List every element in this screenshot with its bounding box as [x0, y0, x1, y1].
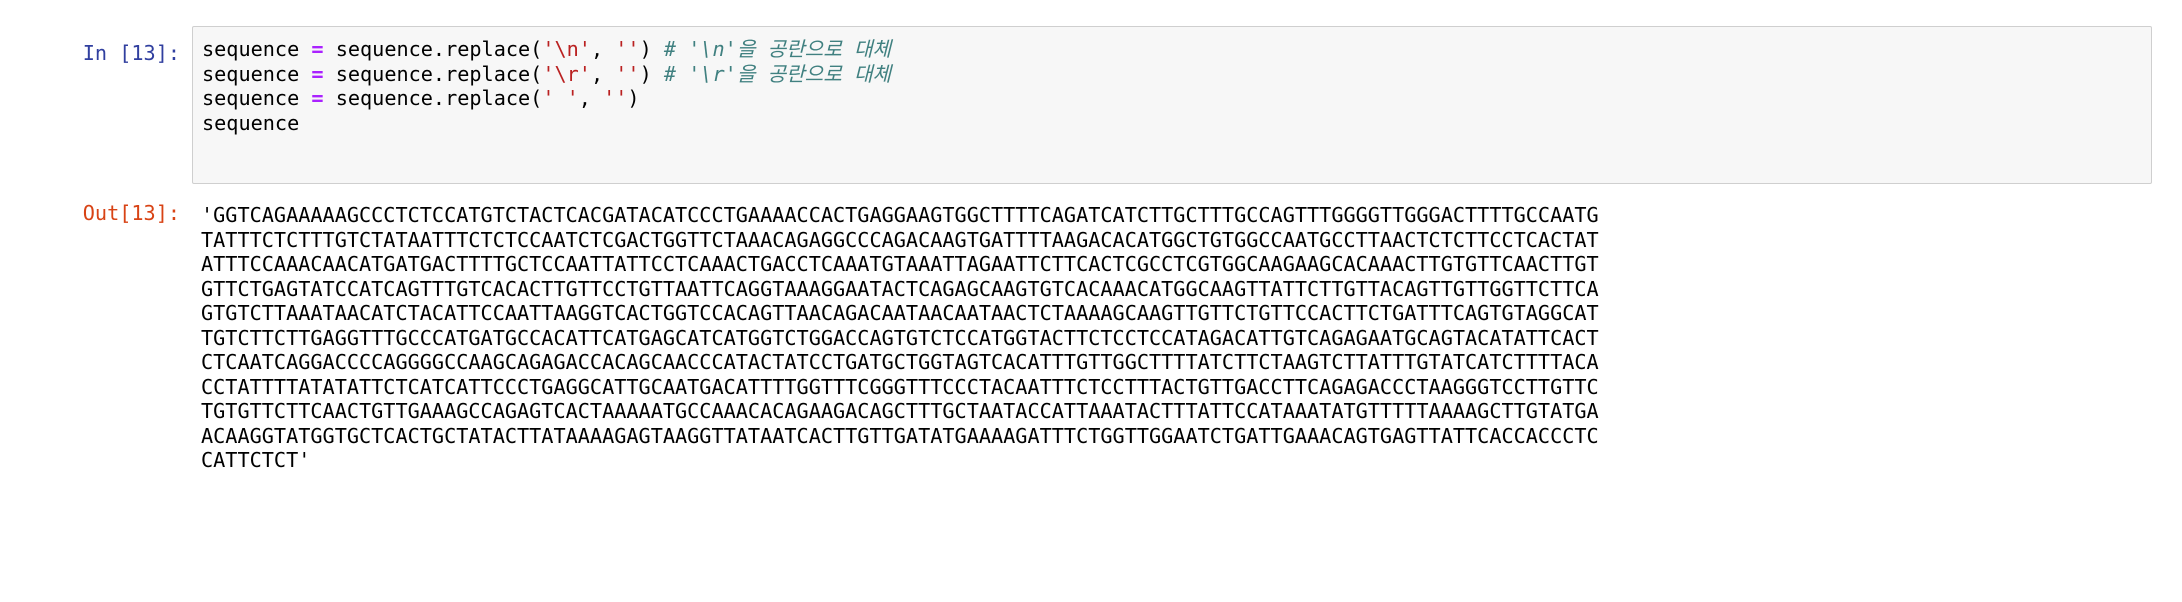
output-line: GTGTCTTAAATAACATCTACATTCCAATTAAGGTCACTGG…: [201, 301, 1599, 325]
output-line: TGTGTTCTTCAACTGTTGAAAGCCAGAGTCACTAAAAATG…: [201, 399, 1599, 423]
code-token: =: [311, 37, 324, 61]
code-token: ,: [590, 61, 616, 86]
code-token: '\r': [542, 61, 591, 86]
code-token: sequence.replace(: [323, 61, 543, 86]
output-line: CTCAATCAGGACCCCAGGGGCCAAGCAGAGACCACAGCAA…: [201, 350, 1599, 374]
output-line: CATTCTCT': [201, 448, 311, 472]
code-line: sequence = sequence.replace('\r', '') # …: [202, 62, 2151, 87]
code-token: sequence.replace(: [323, 86, 543, 110]
output-area: 'GGTCAGAAAAAGCCCTCTCCATGTCTACTCACGATACAT…: [201, 203, 1599, 473]
code-token: '\n': [542, 37, 591, 61]
code-token: sequence: [202, 110, 300, 135]
input-prompt: In [13]:: [82, 41, 180, 65]
code-line: sequence: [202, 111, 2151, 136]
output-line: TGTCTTCTTGAGGTTTGCCCATGATGCCACATTCATGAGC…: [201, 325, 1599, 350]
output-line: 'GGTCAGAAAAAGCCCTCTCCATGTCTACTCACGATACAT…: [201, 203, 1599, 227]
code-token: ): [639, 61, 664, 86]
code-token: # '\n'을 공란으로 대체: [663, 37, 892, 61]
output-line: TATTTCTCTTTGTCTATAATTTCTCTCCAATCTCGACTGG…: [201, 227, 1599, 252]
output-line: ATTTCCAAACAACATGATGACTTTTGCTCCAATTATTCCT…: [201, 252, 1599, 276]
code-token: ,: [590, 37, 616, 61]
output-line: GTTCTGAGTATCCATCAGTTTGTCACACTTGTTCCTGTTA…: [201, 276, 1599, 301]
code-token: ): [639, 37, 664, 61]
output-prompt: Out[13]:: [82, 201, 180, 225]
code-token: ' ': [542, 86, 579, 110]
code-token: '': [603, 86, 628, 110]
code-line: sequence = sequence.replace('\n', '') # …: [202, 37, 2151, 62]
code-token: =: [311, 86, 324, 110]
code-token: sequence: [202, 61, 312, 86]
code-line: sequence = sequence.replace(' ', ''): [202, 86, 2151, 111]
code-token: sequence: [202, 37, 312, 61]
code-token: ,: [578, 86, 604, 110]
output-line: CCTATTTTATATATTCTCATCATTCCCTGAGGCATTGCAA…: [201, 374, 1599, 399]
code-token: ): [627, 86, 640, 110]
code-token: sequence.replace(: [323, 37, 543, 61]
code-token: # '\r'을 공란으로 대체: [663, 61, 892, 86]
output-line: ACAAGGTATGGTGCTCACTGCTATACTTATAAAAGAGTAA…: [201, 423, 1599, 448]
code-cell[interactable]: sequence = sequence.replace('\n', '') # …: [192, 26, 2152, 184]
code-token: =: [311, 61, 324, 86]
code-token: '': [615, 61, 640, 86]
code-token: '': [615, 37, 640, 61]
code-token: sequence: [202, 86, 312, 110]
